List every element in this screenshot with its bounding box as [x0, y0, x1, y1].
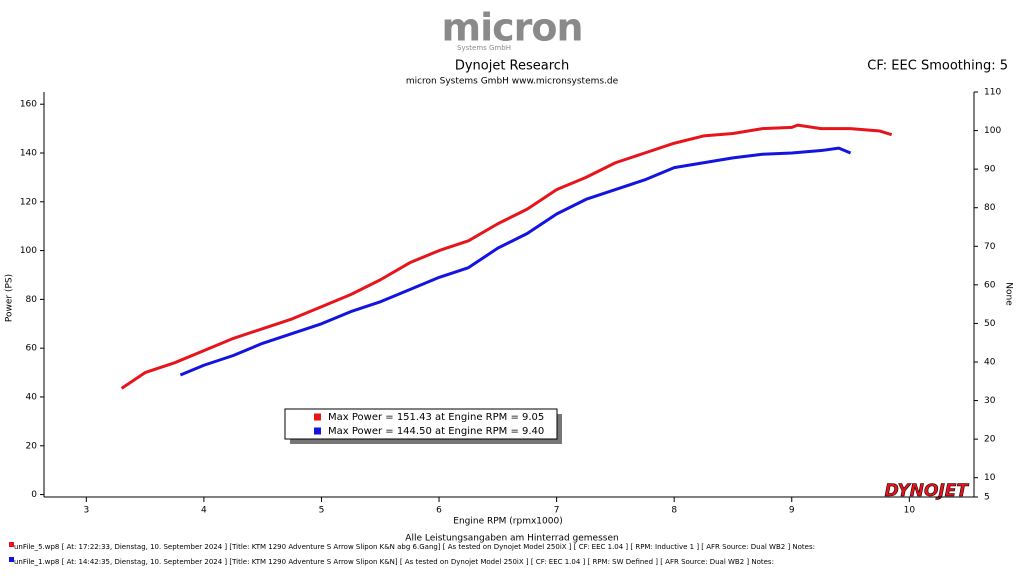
y-tick-label: 60 — [26, 344, 38, 354]
legend-label: Max Power = 144.50 at Engine RPM = 9.40 — [328, 426, 544, 437]
note: Alle Leistungsangaben am Hinterrad gemes… — [405, 534, 618, 544]
footer-marker — [9, 557, 14, 562]
x-tick-label: 7 — [554, 506, 560, 516]
x-tick-label: 5 — [319, 506, 325, 516]
y2-tick-label: 110 — [984, 88, 1001, 98]
y-tick-label: 80 — [26, 295, 38, 305]
brand-logo: DYNOJET — [885, 481, 970, 501]
y-tick-label: 120 — [20, 197, 37, 207]
y2-tick-label: 70 — [984, 242, 996, 252]
legend-label: Max Power = 151.43 at Engine RPM = 9.05 — [328, 412, 544, 423]
legend-swatch — [314, 413, 321, 421]
chart-title: Dynojet Research — [455, 59, 569, 74]
y2-axis-label: None — [1004, 282, 1014, 306]
y2-tick-label: 20 — [984, 435, 996, 445]
y2-tick-label: 100 — [984, 126, 1001, 136]
y2-tick-label: 90 — [984, 165, 996, 175]
x-tick-label: 8 — [671, 506, 677, 516]
y-axis-label: Power (PS) — [5, 274, 15, 322]
x-tick-label: 3 — [83, 506, 89, 516]
power-line — [120, 123, 893, 390]
y2-tick-label: 50 — [984, 319, 996, 329]
x-tick-label: 6 — [436, 506, 442, 516]
y-tick-label: 140 — [20, 148, 37, 158]
legend-swatch — [314, 427, 321, 435]
power-line — [179, 146, 852, 377]
chart-subtitle: micron Systems GmbH www.micronsystems.de — [406, 77, 619, 87]
y-tick-label: 0 — [31, 490, 37, 500]
logo: micron — [441, 6, 582, 50]
y-tick-label: 20 — [26, 441, 38, 451]
x-axis-label: Engine RPM (rpmx1000) — [453, 517, 562, 527]
y-tick-label: 40 — [26, 392, 38, 402]
y-tick-label: 100 — [20, 246, 37, 256]
legend-entry: unFile_1.wp8 [ At: 14:42:35, Dienstag, 1… — [14, 558, 774, 566]
x-tick-label: 10 — [904, 506, 916, 516]
y2-tick-label: 80 — [984, 203, 996, 213]
y2-tick-label: 10 — [984, 473, 996, 483]
y2-tick-label: 30 — [984, 396, 996, 406]
footer-marker — [9, 542, 14, 547]
x-tick-label: 4 — [201, 506, 207, 516]
y2-tick-label: 5 — [984, 493, 990, 503]
y-tick-label: 160 — [20, 100, 37, 110]
legend-entry: unFile_5.wp8 [ At: 17:22:33, Dienstag, 1… — [14, 543, 815, 551]
x-tick-label: 9 — [789, 506, 795, 516]
legend-box — [284, 408, 558, 440]
corner-note: CF: EEC Smoothing: 5 — [867, 59, 1008, 74]
y2-tick-label: 40 — [984, 358, 996, 368]
y2-tick-label: 60 — [984, 280, 996, 290]
logo-sub: Systems GmbH — [457, 44, 511, 52]
